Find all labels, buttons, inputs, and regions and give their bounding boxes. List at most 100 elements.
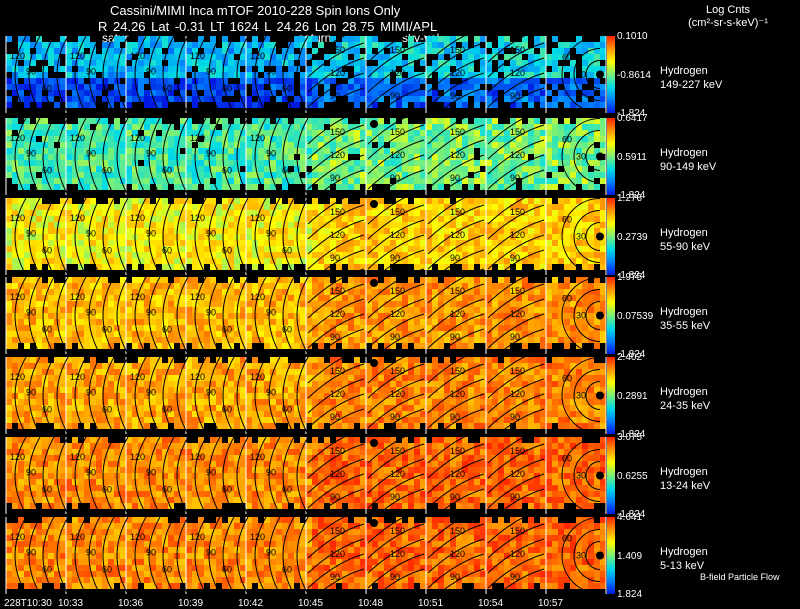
- colorbar-min-label: -1.824: [617, 509, 646, 520]
- contour-line: [116, 197, 129, 276]
- contour-line: [307, 283, 365, 319]
- contour-label: 150: [510, 366, 525, 376]
- contour-line: [307, 42, 365, 78]
- contour-line: [28, 35, 41, 114]
- contour-line: [561, 517, 601, 594]
- contour-label: 120: [130, 51, 145, 61]
- spectrogram-panel-1: 1209060120906012090601209060120906015012…: [5, 109, 607, 205]
- contour-line: [487, 508, 545, 544]
- contour-label: 60: [222, 83, 232, 93]
- contour-label: 150: [450, 286, 465, 296]
- contour-label: 150: [390, 366, 405, 376]
- contour-line: [42, 35, 55, 114]
- contour-group: 150 120 90: [487, 109, 545, 205]
- contour-label: 120: [510, 68, 525, 78]
- contour-line: [307, 553, 365, 589]
- colorbar-min-label: -1.824: [617, 429, 646, 440]
- contour-line: [487, 488, 545, 524]
- contour-line: [28, 276, 41, 355]
- contour-line: [296, 516, 309, 595]
- contour-group: 150 120 90: [427, 508, 485, 604]
- contour-group: 30 60: [561, 277, 604, 354]
- contour-line: [236, 436, 249, 515]
- contour-label: 90: [206, 308, 216, 318]
- panel-energy-label: 55-90 keV: [660, 241, 711, 253]
- contour-line: [307, 139, 365, 175]
- contour-line: [176, 197, 189, 276]
- contour-line: [487, 473, 545, 509]
- contour-label: 60: [162, 404, 172, 414]
- contour-line: [307, 204, 365, 240]
- contour-label: 150: [330, 366, 345, 376]
- contour-label: 120: [390, 549, 405, 559]
- contour-label: 60: [282, 484, 292, 494]
- contour-line: [14, 356, 27, 435]
- contour-label: 60: [222, 404, 232, 414]
- contour-label: 90: [266, 229, 276, 239]
- contour-label: 60: [162, 484, 172, 494]
- contour-line: [74, 35, 87, 114]
- contour-label: 120: [10, 372, 25, 382]
- contour-label: 120: [130, 133, 145, 143]
- contour-label: 90: [86, 308, 96, 318]
- contour-label: 90: [390, 332, 400, 342]
- contour-line: [296, 436, 309, 515]
- contour-line: [427, 473, 485, 509]
- contour-line: [42, 276, 55, 355]
- contour-line: [367, 568, 425, 604]
- colorbar-max-label: 0.6417: [617, 113, 648, 124]
- contour-group: 150 120 90: [367, 268, 425, 364]
- contour-group: 150 120 90: [367, 428, 425, 524]
- contour-label: 60: [562, 374, 572, 384]
- contour-label: 120: [330, 549, 345, 559]
- contour-line: [367, 313, 425, 349]
- contour-label: 120: [510, 389, 525, 399]
- contour-label: 120: [250, 133, 265, 143]
- contour-line: [367, 298, 425, 334]
- contour-line: [162, 197, 175, 276]
- contour-line: [148, 276, 161, 355]
- contour-label: 90: [266, 548, 276, 558]
- contour-line: [487, 27, 545, 63]
- contour-line: [102, 35, 115, 114]
- contour-line: [14, 35, 27, 114]
- contour-label: 60: [102, 404, 112, 414]
- contour-line: [236, 276, 249, 355]
- contour-label: 90: [146, 229, 156, 239]
- colorbar-min-label: 1.824: [617, 589, 643, 600]
- contour-label: 120: [450, 230, 465, 240]
- field-direction-dot: [596, 471, 604, 480]
- contour-group: 30 60: [561, 437, 604, 514]
- contour-label: 90: [510, 572, 520, 582]
- contour-group: 150 120 90: [487, 508, 545, 604]
- contour-group: 150 120 90: [307, 508, 365, 604]
- contour-label: 90: [390, 572, 400, 582]
- panel-species-label: Hydrogen: [660, 386, 708, 398]
- field-direction-dot: [596, 551, 604, 560]
- contour-line: [176, 35, 189, 114]
- contour-line: [585, 461, 601, 490]
- contour-label: 90: [510, 91, 520, 101]
- contour-label: 90: [86, 388, 96, 398]
- ephemeris-line: R 24.26 Lat -0.31 LT 1624 L 24.26 Lon 28…: [98, 19, 438, 34]
- contour-line: [176, 117, 189, 196]
- contour-line: [427, 42, 485, 78]
- contour-label: 90: [450, 173, 460, 183]
- contour-line: [367, 378, 425, 414]
- field-direction-dot: [370, 200, 378, 208]
- contour-label: 60: [562, 135, 572, 145]
- contour-line: [194, 197, 207, 276]
- contour-group: 150 120 90: [427, 428, 485, 524]
- contour-line: [487, 109, 545, 145]
- contour-line: [487, 57, 545, 93]
- contour-line: [208, 356, 221, 435]
- field-direction-dot: [596, 152, 604, 161]
- contour-label: 120: [450, 150, 465, 160]
- contour-line: [268, 436, 281, 515]
